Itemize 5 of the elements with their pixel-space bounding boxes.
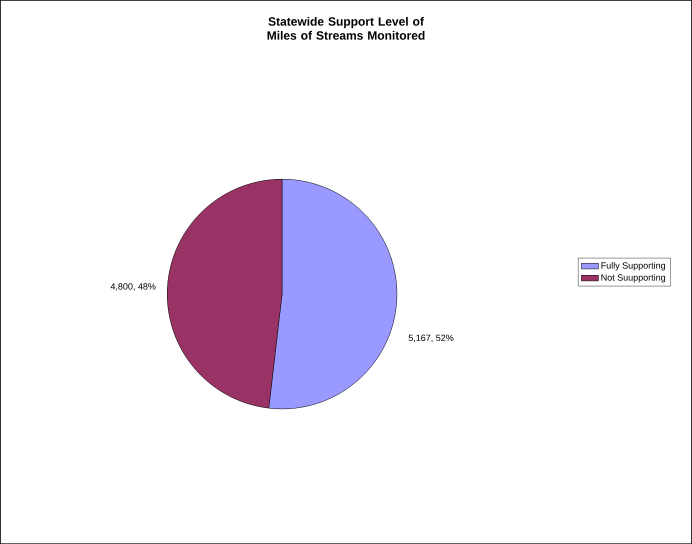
data-label: 5,167, 52% (408, 334, 454, 342)
legend-label: Not Suupporting (601, 274, 666, 282)
chart-title: Statewide Support Level of Miles of Streams Monitored (268, 16, 424, 40)
legend-label: Fully Supporting (601, 262, 666, 270)
data-label: 4,800, 48% (110, 283, 156, 291)
